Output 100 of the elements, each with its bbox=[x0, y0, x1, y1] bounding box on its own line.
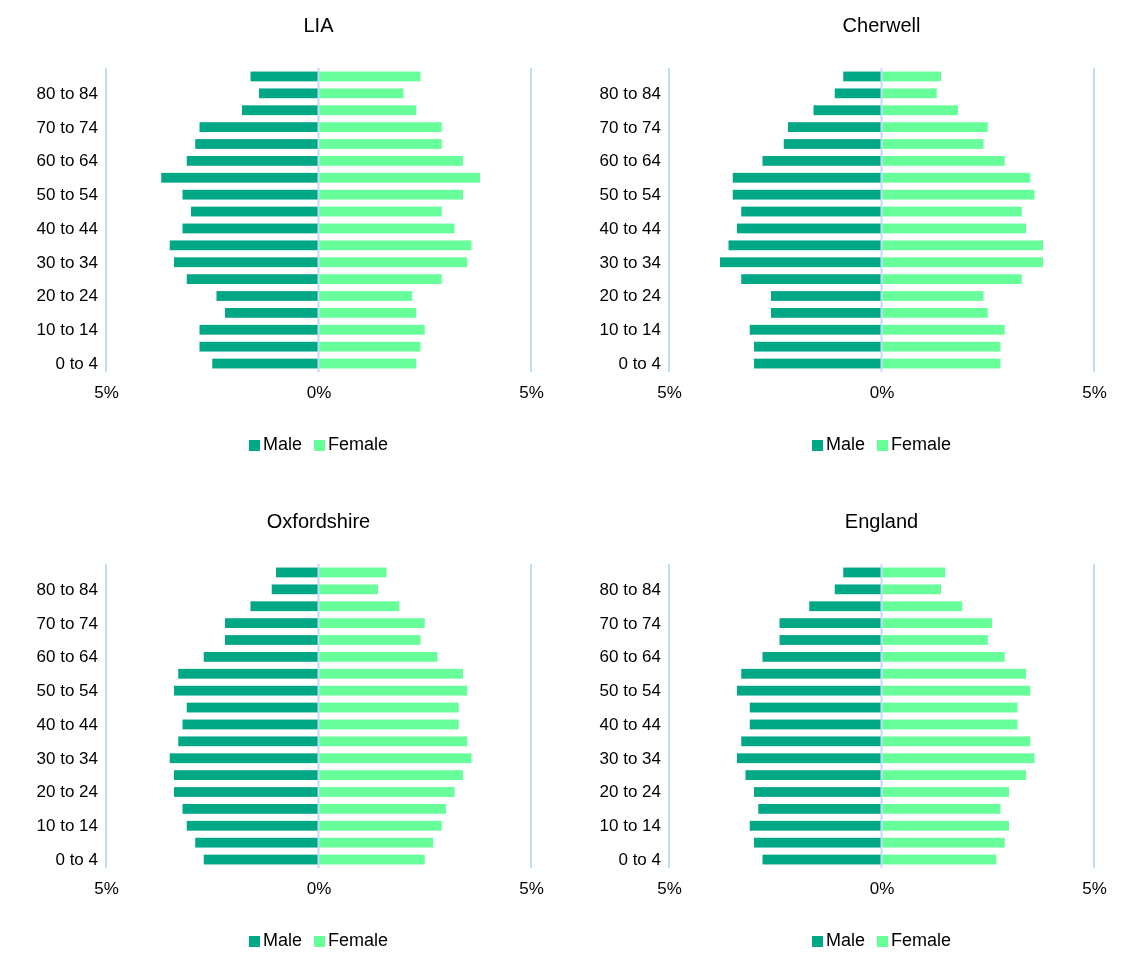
bar bbox=[881, 854, 997, 865]
bar bbox=[318, 206, 442, 217]
bar bbox=[749, 702, 882, 713]
bar bbox=[881, 618, 992, 629]
legend-label: Male bbox=[825, 930, 865, 950]
bar bbox=[881, 358, 1001, 369]
bar bbox=[732, 189, 882, 200]
bar bbox=[881, 88, 937, 99]
y-tick-label: 10 to 14 bbox=[599, 816, 661, 836]
bar bbox=[186, 155, 319, 166]
bar bbox=[318, 274, 442, 285]
bar bbox=[225, 307, 319, 318]
y-tick-label: 80 to 84 bbox=[36, 579, 98, 599]
bar bbox=[318, 139, 442, 149]
bar bbox=[881, 753, 1035, 764]
bar bbox=[754, 341, 882, 352]
bar bbox=[199, 324, 319, 335]
bar bbox=[174, 770, 319, 781]
bar bbox=[174, 787, 319, 797]
bar bbox=[779, 635, 882, 645]
bar bbox=[741, 668, 882, 679]
bar bbox=[318, 189, 463, 200]
bar bbox=[749, 719, 882, 730]
bar bbox=[754, 787, 882, 797]
bar bbox=[881, 685, 1031, 696]
bar bbox=[318, 702, 459, 713]
y-tick-label: 70 to 74 bbox=[599, 613, 661, 633]
legend-label: Male bbox=[825, 434, 865, 454]
bar bbox=[318, 584, 378, 595]
bar bbox=[318, 668, 463, 679]
bar bbox=[771, 291, 882, 301]
bar bbox=[741, 206, 882, 217]
bar bbox=[881, 341, 1001, 352]
bar bbox=[186, 820, 319, 831]
bar bbox=[186, 702, 319, 713]
chart-title: LIA bbox=[303, 14, 335, 36]
y-tick-label: 80 to 84 bbox=[36, 83, 98, 103]
bar bbox=[195, 139, 319, 149]
bar bbox=[174, 685, 319, 696]
y-tick-label: 30 to 34 bbox=[36, 748, 98, 768]
bar bbox=[199, 341, 319, 352]
bar bbox=[749, 820, 882, 831]
bar bbox=[318, 719, 459, 730]
bar bbox=[881, 206, 1022, 217]
chart-title: England bbox=[844, 510, 919, 532]
bar bbox=[881, 139, 984, 149]
bar bbox=[225, 635, 319, 645]
bar bbox=[881, 820, 1009, 831]
bar bbox=[225, 618, 319, 629]
y-tick-label: 80 to 84 bbox=[599, 579, 661, 599]
y-tick-label: 30 to 34 bbox=[599, 748, 661, 768]
bar bbox=[318, 105, 417, 116]
y-tick-label: 0 to 4 bbox=[618, 354, 661, 373]
bar bbox=[318, 651, 438, 662]
bar bbox=[318, 601, 400, 612]
bar bbox=[881, 274, 1022, 285]
bar bbox=[741, 736, 882, 747]
bar bbox=[754, 358, 882, 369]
bar bbox=[881, 736, 1031, 747]
x-tick-label: 0% bbox=[869, 383, 895, 403]
y-tick-label: 20 to 24 bbox=[36, 782, 98, 802]
bar bbox=[720, 257, 882, 268]
bar bbox=[881, 122, 988, 133]
x-tick-label: 5% bbox=[657, 383, 682, 403]
bar bbox=[318, 291, 412, 301]
x-tick-label: 5% bbox=[519, 383, 544, 403]
x-tick-label: 0% bbox=[869, 879, 895, 899]
bar bbox=[318, 803, 446, 814]
bar bbox=[212, 358, 319, 369]
bar bbox=[182, 223, 319, 234]
y-tick-label: 30 to 34 bbox=[36, 252, 98, 272]
bar bbox=[881, 668, 1026, 679]
y-tick-label: 0 to 4 bbox=[55, 850, 98, 869]
bar bbox=[881, 584, 941, 595]
bar bbox=[318, 685, 468, 696]
bar bbox=[881, 189, 1035, 200]
bar bbox=[813, 105, 882, 116]
y-tick-label: 60 to 64 bbox=[599, 647, 661, 667]
bar bbox=[741, 274, 882, 285]
bar bbox=[169, 753, 319, 764]
bar bbox=[749, 324, 882, 335]
bar bbox=[182, 719, 319, 730]
bar bbox=[737, 685, 882, 696]
y-tick-label: 60 to 64 bbox=[36, 151, 98, 171]
bar bbox=[881, 837, 1005, 848]
bar bbox=[881, 601, 963, 612]
bar bbox=[216, 291, 319, 301]
y-tick-label: 50 to 54 bbox=[599, 185, 661, 205]
bar bbox=[758, 803, 882, 814]
bar bbox=[843, 71, 882, 82]
bar bbox=[881, 240, 1043, 251]
chart-title: Oxfordshire bbox=[266, 510, 371, 532]
bar bbox=[242, 105, 319, 116]
bar bbox=[881, 719, 1018, 730]
bar bbox=[318, 837, 434, 848]
legend-label: Female bbox=[890, 434, 952, 454]
y-tick-label: 30 to 34 bbox=[599, 252, 661, 272]
y-tick-label: 40 to 44 bbox=[36, 714, 98, 734]
x-tick-label: 5% bbox=[1082, 383, 1107, 403]
chart-title: Cherwell bbox=[842, 14, 921, 36]
